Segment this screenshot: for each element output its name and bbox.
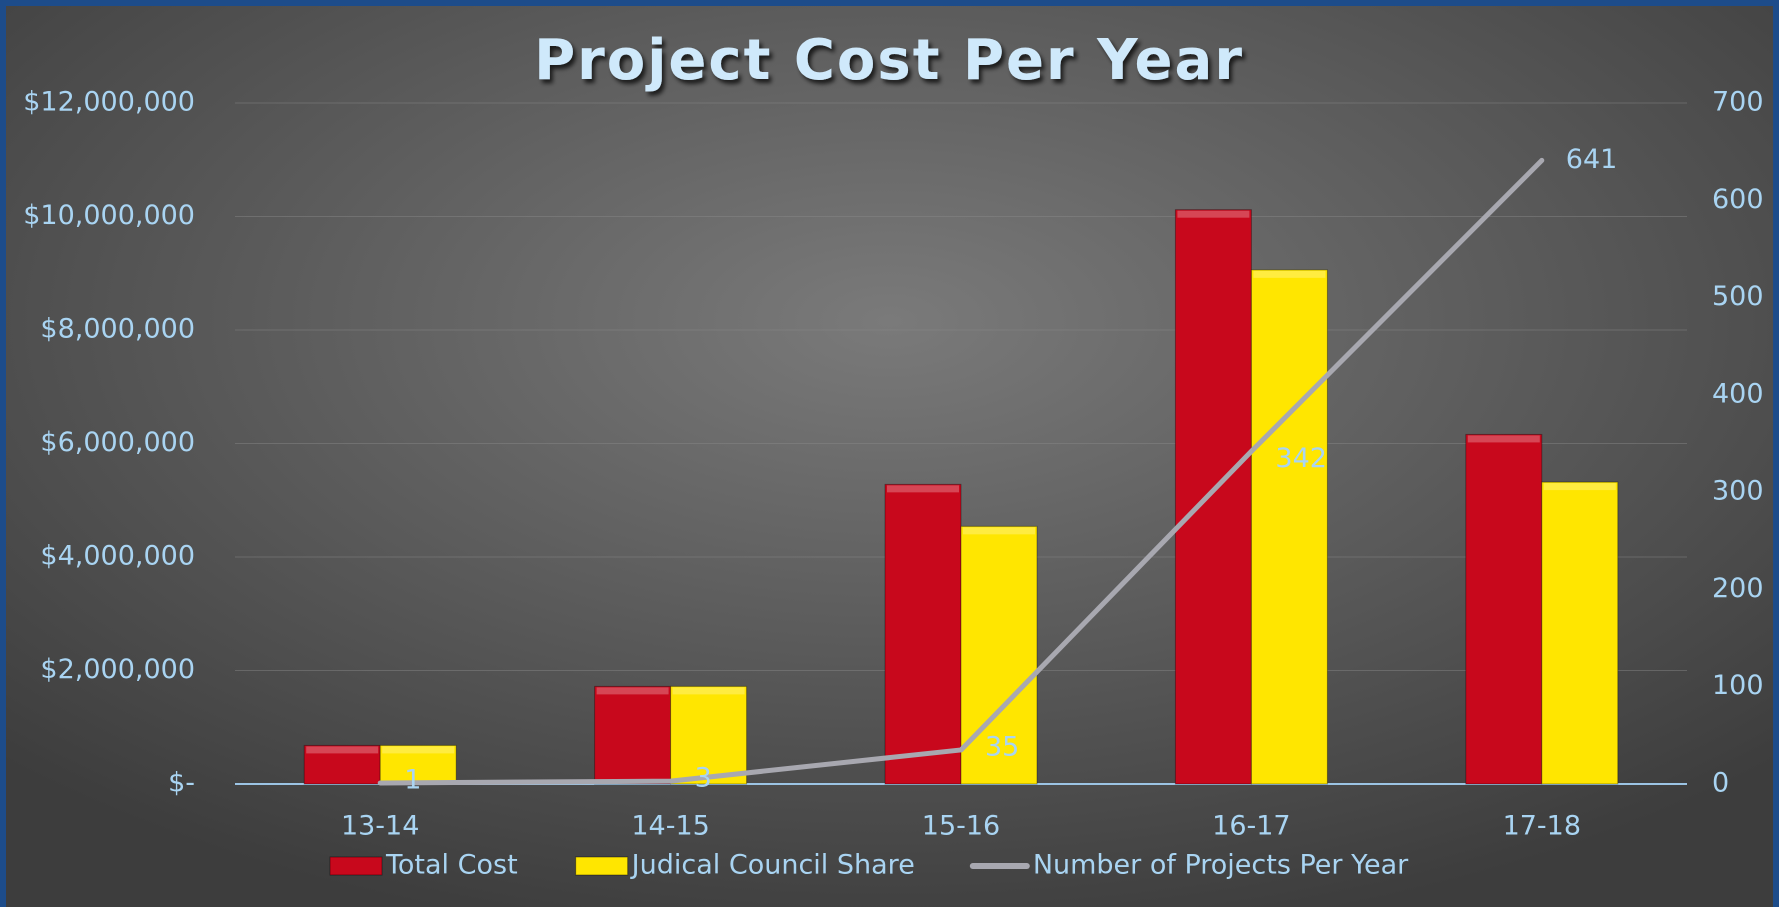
bar-highlight: [596, 687, 669, 695]
legend-label: Number of Projects Per Year: [1033, 850, 1409, 881]
y2-tick-label: 300: [1712, 476, 1764, 507]
y2-tick-label: 0: [1712, 768, 1729, 799]
y-tick-label: $2,000,000: [40, 654, 195, 685]
bar: [960, 525, 1038, 785]
bar: [884, 483, 962, 785]
bar: [1541, 481, 1619, 785]
y2-tick-label: 700: [1712, 87, 1764, 118]
y-tick-label: $8,000,000: [40, 314, 195, 345]
bar-highlight: [306, 746, 379, 754]
bar-highlight: [887, 485, 959, 493]
y-tick-label: $10,000,000: [23, 200, 195, 231]
bar: [670, 685, 748, 785]
bar-highlight: [1543, 483, 1616, 491]
x-tick-label: 14-15: [631, 811, 709, 842]
y2-tick-label: 400: [1712, 378, 1764, 409]
bar: [1174, 209, 1252, 785]
line: [377, 157, 1545, 786]
y-tick-label: $-: [168, 768, 195, 799]
x-tick-label: 16-17: [1212, 811, 1290, 842]
y-tick-label: $4,000,000: [40, 541, 195, 572]
data-label: 641: [1566, 144, 1618, 175]
bar-highlight: [672, 687, 745, 695]
bar-highlight: [1467, 435, 1540, 443]
data-label: 3: [695, 763, 712, 794]
bar-highlight: [382, 746, 455, 754]
bar-highlight: [1253, 270, 1326, 278]
chart-title: Project Cost Per Year: [534, 28, 1244, 93]
bar-highlight: [1177, 210, 1250, 218]
data-label: 1: [404, 765, 421, 796]
legend-label: Judical Council Share: [630, 850, 915, 881]
x-tick-label: 13-14: [341, 811, 419, 842]
bar: [1465, 433, 1543, 785]
data-label: 342: [1275, 443, 1327, 474]
legend-label: Total Cost: [385, 850, 518, 881]
bar-highlight: [963, 527, 1035, 535]
y2-tick-label: 100: [1712, 670, 1764, 701]
bar: [1250, 269, 1328, 785]
y-tick-label: $6,000,000: [40, 427, 195, 458]
y-tick-label: $12,000,000: [23, 87, 195, 118]
y2-tick-label: 600: [1712, 184, 1764, 215]
legend-swatch: [329, 856, 383, 876]
legend-swatch: [575, 856, 629, 876]
y2-tick-label: 200: [1712, 573, 1764, 604]
bar: [594, 685, 672, 785]
bar: [379, 744, 457, 785]
y2-tick-label: 500: [1712, 281, 1764, 312]
x-tick-label: 15-16: [922, 811, 1000, 842]
x-tick-label: 17-18: [1503, 811, 1581, 842]
data-label: 35: [985, 731, 1019, 762]
